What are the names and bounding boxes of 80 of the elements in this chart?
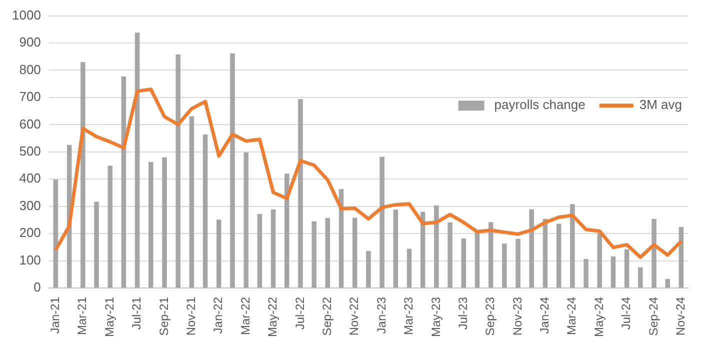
bar [284, 174, 290, 288]
bar [610, 256, 616, 288]
bar [94, 202, 99, 288]
bar [325, 218, 330, 288]
bar [53, 180, 58, 288]
bar [244, 152, 248, 288]
y-tick-label: 900 [19, 34, 41, 50]
x-tick-label: Jan-21 [48, 296, 62, 334]
bar [638, 267, 643, 288]
x-tick-label: Mar-23 [402, 296, 416, 335]
bar [380, 156, 384, 288]
x-tick-label: Sep-22 [320, 296, 334, 336]
bar [312, 221, 316, 288]
bar [652, 218, 656, 288]
x-tick-label: Jul-24 [619, 296, 634, 330]
bar [584, 258, 588, 288]
bar [189, 116, 194, 288]
x-tick-label: May-24 [592, 296, 606, 337]
bar [448, 222, 452, 288]
x-tick-label: Nov-23 [510, 296, 524, 336]
bar [366, 250, 371, 288]
bar [488, 222, 494, 288]
x-tick-label: Nov-24 [674, 296, 688, 336]
bar [502, 244, 507, 288]
bar [108, 166, 112, 288]
bar [556, 224, 562, 288]
bar [121, 76, 126, 288]
bar [230, 53, 235, 288]
bar [270, 209, 276, 288]
y-tick-label: 0 [34, 280, 41, 295]
y-tick-label: 300 [19, 198, 41, 213]
x-tick-label: Jan-24 [538, 296, 552, 334]
y-tick-label: 200 [19, 225, 41, 240]
bar [148, 162, 154, 288]
y-tick-label: 500 [19, 143, 41, 158]
y-tick-label: 600 [19, 116, 41, 132]
bar [474, 232, 480, 288]
bar [624, 249, 630, 288]
legend-label: payrolls change [494, 97, 586, 112]
x-tick-label: Mar-24 [564, 296, 579, 335]
bar [176, 54, 180, 288]
x-tick-label: Jan-23 [374, 296, 388, 334]
legend-label: 3M avg [639, 97, 682, 112]
bar [597, 233, 602, 288]
x-tick-label: Sep-24 [646, 296, 660, 336]
bar [202, 134, 208, 288]
x-tick-label: Nov-22 [347, 296, 362, 336]
y-tick-label: 100 [19, 252, 41, 268]
y-tick-label: 800 [19, 62, 41, 77]
bar [516, 238, 520, 288]
x-tick-label: Jul-22 [292, 296, 307, 330]
bar [298, 99, 303, 288]
bar [406, 248, 412, 288]
x-tick-label: May-21 [102, 296, 116, 337]
x-tick-label: Mar-22 [238, 296, 252, 335]
bar [461, 238, 466, 288]
bar [665, 279, 670, 288]
x-tick-label: Sep-23 [483, 296, 498, 336]
x-tick-label: Jan-22 [211, 296, 226, 334]
x-tick-label: Jul-23 [456, 296, 470, 330]
x-tick-label: Nov-21 [184, 296, 198, 336]
x-tick-label: May-22 [266, 296, 280, 337]
x-tick-label: Jul-21 [130, 296, 144, 330]
x-tick-label: Mar-21 [75, 296, 90, 335]
bar [570, 204, 575, 288]
bar [216, 220, 222, 288]
bar [134, 32, 140, 288]
x-tick-label: May-23 [428, 296, 443, 337]
y-tick-label: 400 [19, 170, 41, 186]
bar [434, 206, 439, 288]
bar [529, 209, 534, 288]
y-tick-label: 700 [19, 89, 41, 104]
bar [352, 218, 358, 288]
bar [80, 62, 86, 288]
x-tick-label: Sep-21 [156, 296, 171, 336]
bar [393, 210, 398, 288]
bar [678, 227, 684, 288]
y-tick-label: 1000 [12, 7, 41, 22]
bar [162, 157, 167, 288]
bar [257, 214, 262, 288]
